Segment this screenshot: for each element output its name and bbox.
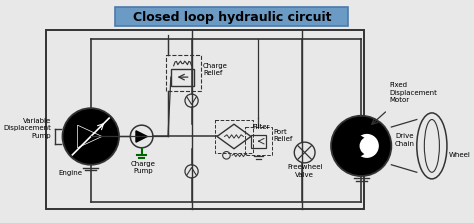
Circle shape [360,137,377,154]
Text: Charge
Relief: Charge Relief [203,63,228,76]
Text: Fixed
Displacement
Motor: Fixed Displacement Motor [390,83,438,103]
Circle shape [356,135,378,157]
Circle shape [63,108,119,165]
Text: Drive
Chain: Drive Chain [395,134,415,147]
Bar [46,30,364,209]
FancyBboxPatch shape [115,7,348,26]
Text: Closed loop hydraulic circuit: Closed loop hydraulic circuit [133,11,331,24]
Bar [215,120,253,153]
Circle shape [331,116,392,176]
Text: Engine: Engine [59,170,82,176]
Text: Filter: Filter [253,124,270,130]
Bar [251,135,266,148]
Text: Port
Relief: Port Relief [273,129,293,142]
Text: Wheel: Wheel [449,152,471,158]
Bar [245,127,272,155]
Polygon shape [352,131,376,161]
Bar [171,69,194,86]
Text: Freewheel
Valve: Freewheel Valve [287,164,322,178]
Bar [166,56,201,91]
Text: Variable
Displacement
Pump: Variable Displacement Pump [3,118,51,139]
Polygon shape [78,125,102,148]
Polygon shape [136,131,147,142]
Text: Charge
Pump: Charge Pump [131,161,156,174]
